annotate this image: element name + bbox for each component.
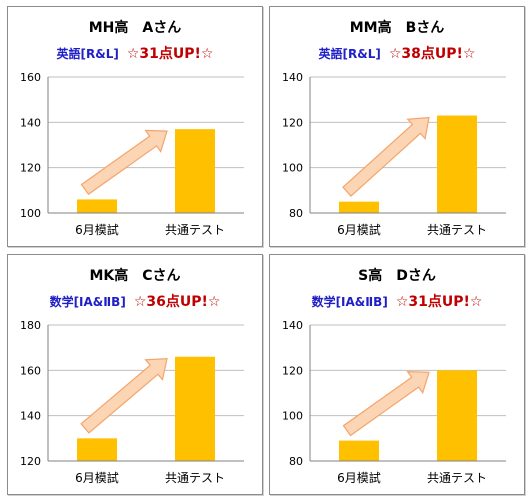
x-tick-label: 6月模試 (75, 470, 119, 485)
bar (77, 199, 117, 213)
y-tick-label: 140 (282, 319, 303, 332)
y-tick-label: 160 (20, 364, 41, 377)
bar (437, 115, 477, 213)
up-arrow-icon (80, 358, 168, 434)
y-tick-label: 140 (20, 116, 41, 129)
y-tick-label: 80 (289, 455, 303, 468)
subject-label: 数学[ⅠA&ⅡB] (311, 295, 388, 309)
chart-panel-d: S高 Dさん 数学[ⅠA&ⅡB] ☆31点UP!☆ 80 100 120 140 6月模試… (269, 254, 525, 495)
bar (437, 370, 477, 461)
score-up-badge: ☆31点UP!☆ (126, 46, 214, 62)
x-tick-label: 共通テスト (165, 223, 225, 237)
y-tick-label: 160 (20, 71, 41, 84)
bar (175, 129, 215, 213)
bar-chart: 80 100 120 140 6月模試 共通テスト (282, 71, 506, 237)
up-arrow-icon (342, 370, 430, 437)
bar-chart: 80 100 120 140 6月模試 共通テスト (282, 319, 506, 485)
y-tick-label: 120 (20, 162, 41, 175)
bar (175, 356, 215, 461)
up-arrow-icon (80, 129, 168, 196)
chart-panel-b: MM高 Bさん 英語[R&L] ☆38点UP!☆ 80 100 120 140 6月模試 共… (269, 6, 525, 247)
x-tick-label: 6月模試 (337, 470, 381, 485)
score-up-badge: ☆31点UP!☆ (395, 294, 483, 310)
y-tick-label: 140 (282, 71, 303, 84)
y-tick-label: 80 (289, 207, 303, 220)
chart-title: MK高 Cさん (89, 268, 181, 284)
score-up-badge: ☆38点UP!☆ (388, 46, 476, 62)
y-tick-label: 140 (20, 410, 41, 423)
x-tick-label: 共通テスト (427, 471, 487, 485)
bar-chart: 120 140 160 180 6月模試 共通テスト (20, 319, 244, 485)
y-tick-label: 100 (20, 207, 41, 220)
bar (339, 440, 379, 461)
x-tick-label: 6月模試 (75, 222, 119, 237)
score-up-badge: ☆36点UP!☆ (133, 294, 221, 310)
y-tick-label: 100 (282, 410, 303, 423)
chart-title: MM高 Bさん (349, 20, 445, 36)
y-tick-label: 120 (282, 116, 303, 129)
subject-label: 英語[R&L] (318, 47, 381, 61)
chart-title: S高 Dさん (358, 268, 436, 284)
y-tick-label: 100 (282, 162, 303, 175)
y-tick-label: 120 (282, 364, 303, 377)
subject-label: 英語[R&L] (56, 47, 119, 61)
bar (77, 438, 117, 461)
chart-panel-a: MH高 Aさん 英語[R&L] ☆31点UP!☆ 100 120 140 160 6月模試… (7, 6, 263, 247)
bar (339, 201, 379, 213)
x-tick-label: 6月模試 (337, 222, 381, 237)
x-tick-label: 共通テスト (427, 223, 487, 237)
bar-chart: 100 120 140 160 6月模試 共通テスト (20, 71, 244, 237)
chart-subtitle: 数学[ⅠA&ⅡB] ☆36点UP!☆ (8, 291, 262, 311)
x-tick-label: 共通テスト (165, 471, 225, 485)
y-tick-label: 120 (20, 455, 41, 468)
y-tick-label: 180 (20, 319, 41, 332)
chart-subtitle: 英語[R&L] ☆38点UP!☆ (270, 43, 524, 63)
chart-subtitle: 英語[R&L] ☆31点UP!☆ (8, 43, 262, 63)
chart-panel-c: MK高 Cさん 数学[ⅠA&ⅡB] ☆36点UP!☆ 120 140 160 180 6月… (7, 254, 263, 495)
subject-label: 数学[ⅠA&ⅡB] (49, 295, 126, 309)
chart-subtitle: 数学[ⅠA&ⅡB] ☆31点UP!☆ (270, 291, 524, 311)
chart-title: MH高 Aさん (88, 20, 182, 36)
up-arrow-icon (342, 116, 430, 197)
